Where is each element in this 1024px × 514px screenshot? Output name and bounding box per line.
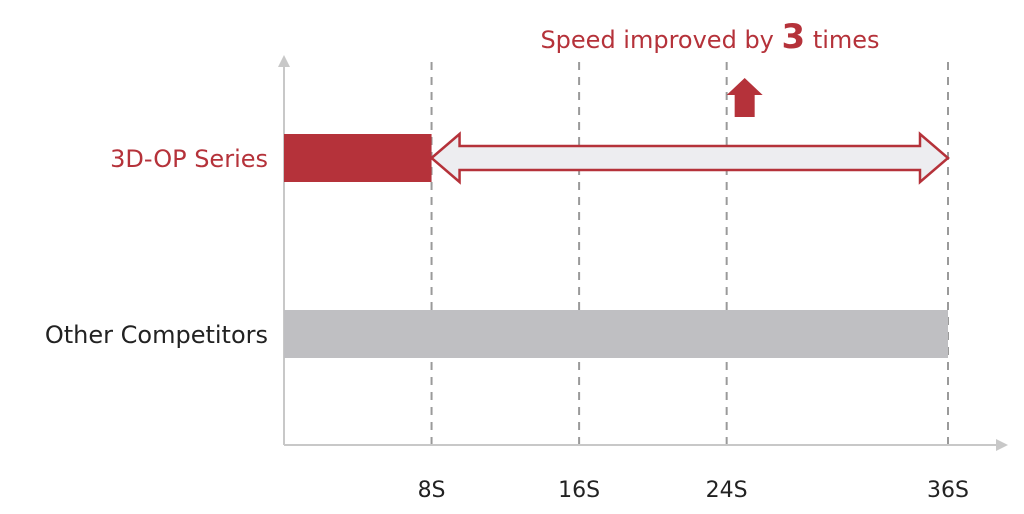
bar-1 (284, 310, 948, 358)
improvement-double-arrow (429, 131, 950, 185)
category-labels: 3D-OP Series Other Competitors (45, 145, 268, 349)
up-arrow-icon (726, 78, 763, 117)
category-label: Other Competitors (45, 321, 268, 349)
double-arrow-shape (429, 131, 950, 185)
annotation-number: 3 (782, 17, 806, 57)
category-label: 3D-OP Series (110, 145, 268, 173)
x-tick-labels: 8S 16S 24S 36S (418, 478, 969, 503)
x-tick-label: 36S (927, 478, 969, 503)
x-tick-label: 24S (706, 478, 748, 503)
x-tick-label: 16S (558, 478, 600, 503)
grid-lines (430, 62, 949, 445)
annotation-prefix: Speed improved by (540, 26, 781, 54)
annotation-text: Speed improved by 3 times (540, 17, 879, 57)
bars (284, 134, 948, 358)
y-axis-arrowhead (278, 55, 290, 67)
axes (278, 55, 1008, 451)
x-tick-label: 8S (418, 478, 446, 503)
annotation: Speed improved by 3 times (540, 17, 880, 117)
annotation-suffix: times (805, 26, 879, 54)
bar-0 (284, 134, 432, 182)
x-axis-arrowhead (996, 439, 1008, 451)
